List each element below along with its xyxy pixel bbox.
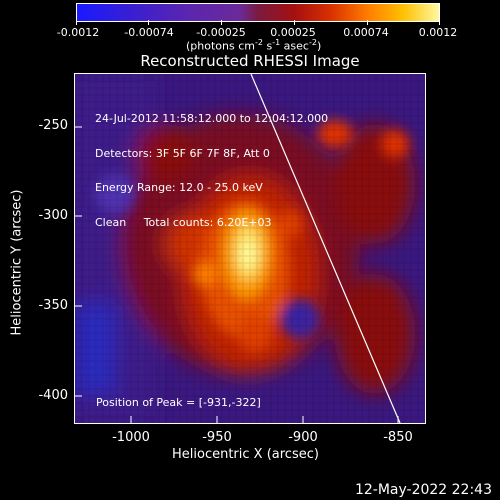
- info-block: 24-Jul-2012 11:58:12.000 to 12:04:12.000…: [95, 90, 328, 251]
- peak-position: Position of Peak = [-931,-322]: [96, 396, 261, 409]
- y-tick-label: -300: [38, 208, 68, 223]
- info-line: Clean Total counts: 6.20E+03: [95, 215, 272, 229]
- info-line: Detectors: 3F 5F 6F 7F 8F, Att 0: [95, 146, 270, 160]
- y-axis-title: Heliocentric Y (arcsec): [9, 189, 25, 336]
- colorbar-tick-label: 0.0012: [418, 26, 458, 39]
- colorbar-tick-label: -0.00074: [124, 26, 174, 39]
- image-map: [75, 74, 425, 423]
- x-tick-label: -850: [383, 430, 413, 445]
- x-tick-label: -950: [202, 430, 232, 445]
- y-tick-label: -400: [38, 388, 68, 403]
- info-line: Energy Range: 12.0 - 25.0 keV: [95, 181, 263, 194]
- colorbar-tick-label: -0.0012: [56, 26, 100, 39]
- x-tick-label: -900: [288, 430, 318, 445]
- timestamp: 12-May-2022 22:43: [354, 482, 492, 498]
- rhessi-image: 24-Jul-2012 11:58:12.000 to 12:04:12.000…: [74, 73, 426, 424]
- colorbar: [76, 3, 440, 22]
- colorbar-tick-label: -0.00025: [196, 26, 246, 39]
- plot-title: Reconstructed RHESSI Image: [140, 52, 360, 70]
- solar-limb-line: [250, 74, 401, 423]
- x-axis-title: Heliocentric X (arcsec): [172, 447, 319, 462]
- colorbar-tick-label: 0.00074: [343, 26, 389, 39]
- info-line: 24-Jul-2012 11:58:12.000 to 12:04:12.000: [95, 112, 329, 125]
- y-tick-label: -350: [38, 298, 68, 313]
- colorbar-units: (photons cm-2 s-1 asec-2): [186, 38, 322, 53]
- y-tick-label: -250: [38, 118, 68, 133]
- x-tick-label: -1000: [112, 430, 150, 445]
- colorbar-tick-label: 0.00025: [270, 26, 316, 39]
- axis-ticks: [74, 126, 399, 424]
